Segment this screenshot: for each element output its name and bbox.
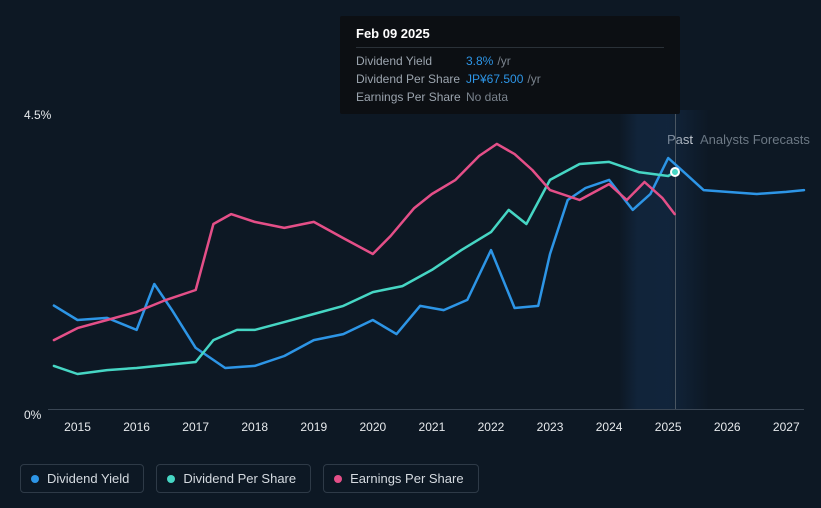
x-axis-tick: 2022	[478, 420, 505, 434]
tooltip-value: 3.8%	[466, 54, 493, 68]
tooltip-label: Dividend Per Share	[356, 72, 466, 86]
series-line	[54, 158, 804, 368]
tooltip-row: Dividend Yield3.8% /yr	[356, 52, 664, 70]
chart-tooltip: Feb 09 2025 Dividend Yield3.8% /yrDivide…	[340, 16, 680, 114]
tooltip-row: Dividend Per ShareJP¥67.500 /yr	[356, 70, 664, 88]
y-axis-min-label: 0%	[24, 408, 41, 422]
x-axis-tick: 2020	[359, 420, 386, 434]
x-axis-tick: 2021	[419, 420, 446, 434]
legend-item[interactable]: Earnings Per Share	[323, 464, 478, 493]
legend-item[interactable]: Dividend Yield	[20, 464, 144, 493]
legend-dot-icon	[31, 475, 39, 483]
tooltip-suffix: /yr	[497, 54, 510, 68]
tooltip-label: Earnings Per Share	[356, 90, 466, 104]
x-axis-tick: 2025	[655, 420, 682, 434]
tooltip-label: Dividend Yield	[356, 54, 466, 68]
x-axis-tick: 2018	[241, 420, 268, 434]
legend-dot-icon	[334, 475, 342, 483]
dividend-chart: Feb 09 2025 Dividend Yield3.8% /yrDivide…	[0, 0, 821, 508]
legend-label: Dividend Per Share	[183, 471, 296, 486]
x-axis-tick: 2026	[714, 420, 741, 434]
legend-dot-icon	[167, 475, 175, 483]
tooltip-date: Feb 09 2025	[356, 26, 664, 48]
chart-lines	[48, 110, 804, 410]
tooltip-row: Earnings Per ShareNo data	[356, 88, 664, 106]
x-axis-tick: 2024	[596, 420, 623, 434]
x-axis-baseline	[48, 409, 804, 410]
legend: Dividend Yield Dividend Per Share Earnings…	[20, 464, 479, 493]
hover-marker	[670, 167, 680, 177]
tooltip-value: JP¥67.500	[466, 72, 523, 86]
legend-item[interactable]: Dividend Per Share	[156, 464, 311, 493]
x-axis-tick: 2023	[537, 420, 564, 434]
legend-label: Dividend Yield	[47, 471, 129, 486]
legend-label: Earnings Per Share	[350, 471, 463, 486]
plot-area[interactable]	[48, 110, 804, 410]
x-axis-tick: 2019	[300, 420, 327, 434]
series-line	[54, 162, 675, 374]
x-axis-tick: 2015	[64, 420, 91, 434]
x-axis: 2015 2016 2017 2018 2019 2020 2021 2022 2023 2024…	[48, 418, 804, 438]
x-axis-tick: 2016	[123, 420, 150, 434]
x-axis-tick: 2017	[182, 420, 209, 434]
series-line	[54, 144, 675, 340]
x-axis-tick: 2027	[773, 420, 800, 434]
tooltip-nodata: No data	[466, 90, 508, 104]
tooltip-suffix: /yr	[527, 72, 540, 86]
